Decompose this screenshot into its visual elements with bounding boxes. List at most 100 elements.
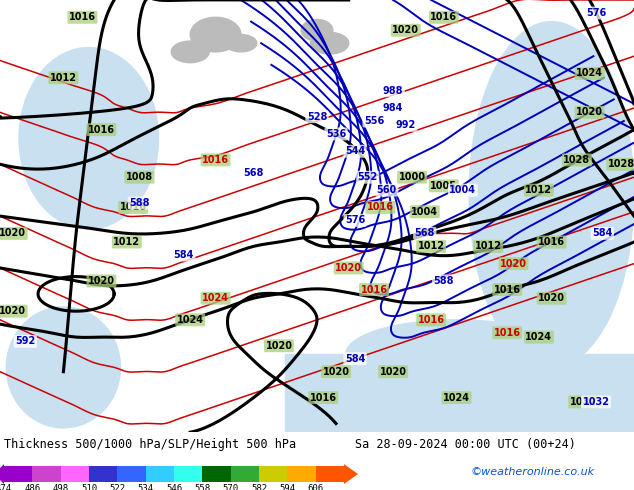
- Text: 988: 988: [383, 86, 403, 96]
- Ellipse shape: [225, 35, 257, 52]
- Text: 522: 522: [109, 484, 126, 490]
- Ellipse shape: [190, 17, 241, 52]
- Text: 1020: 1020: [335, 263, 362, 273]
- Text: 1016: 1016: [88, 124, 115, 135]
- Text: 1012: 1012: [475, 242, 501, 251]
- Text: 1024: 1024: [177, 315, 204, 325]
- Text: 570: 570: [223, 484, 239, 490]
- Text: 1016: 1016: [367, 202, 394, 213]
- Text: 1012: 1012: [113, 237, 140, 247]
- Text: 1020: 1020: [392, 25, 419, 35]
- Text: 1020: 1020: [576, 107, 603, 118]
- Text: 544: 544: [345, 146, 365, 156]
- Text: 1020: 1020: [538, 293, 565, 303]
- Bar: [287, 466, 316, 482]
- Bar: [117, 466, 146, 482]
- Text: 534: 534: [138, 484, 153, 490]
- Text: 1016: 1016: [120, 202, 146, 213]
- Polygon shape: [0, 464, 4, 484]
- Text: 560: 560: [377, 185, 397, 195]
- Text: 556: 556: [364, 116, 384, 126]
- Ellipse shape: [311, 32, 349, 54]
- Text: 984: 984: [383, 103, 403, 113]
- Text: 558: 558: [194, 484, 210, 490]
- Text: 486: 486: [24, 484, 41, 490]
- Text: 1016: 1016: [418, 315, 444, 325]
- Bar: [316, 466, 344, 482]
- Text: 1004: 1004: [411, 207, 438, 217]
- Text: 1020: 1020: [0, 306, 26, 316]
- Text: 584: 584: [174, 250, 194, 260]
- Polygon shape: [344, 464, 358, 484]
- Text: 1016: 1016: [361, 285, 387, 294]
- Text: 1024: 1024: [202, 293, 229, 303]
- Text: 1020: 1020: [380, 367, 406, 377]
- Text: 536: 536: [326, 129, 346, 139]
- Text: 584: 584: [592, 228, 612, 238]
- Text: 1016: 1016: [494, 328, 521, 338]
- Text: 1020: 1020: [500, 259, 527, 269]
- Text: 1016: 1016: [202, 155, 229, 165]
- Ellipse shape: [19, 48, 158, 229]
- Text: 568: 568: [243, 168, 264, 178]
- Ellipse shape: [6, 307, 120, 428]
- Text: 1012: 1012: [526, 185, 552, 195]
- Text: 1008: 1008: [126, 172, 153, 182]
- Ellipse shape: [469, 22, 634, 368]
- Bar: [285, 354, 634, 432]
- Text: 576: 576: [345, 216, 365, 225]
- Text: 528: 528: [307, 112, 327, 122]
- Text: 1020: 1020: [266, 341, 292, 351]
- Text: 1016: 1016: [430, 12, 457, 22]
- Bar: [61, 466, 89, 482]
- Text: 588: 588: [129, 198, 150, 208]
- Text: 584: 584: [345, 354, 365, 364]
- Bar: [202, 466, 231, 482]
- Bar: [146, 466, 174, 482]
- Text: 1012: 1012: [50, 73, 77, 83]
- Text: 546: 546: [166, 484, 182, 490]
- Text: 1000: 1000: [399, 172, 425, 182]
- Text: 588: 588: [434, 276, 454, 286]
- Text: 606: 606: [307, 484, 324, 490]
- Text: 498: 498: [53, 484, 68, 490]
- Bar: [4, 466, 32, 482]
- Text: 1032: 1032: [583, 397, 609, 407]
- Text: 1024: 1024: [576, 69, 603, 78]
- Text: 1020: 1020: [88, 276, 115, 286]
- Text: 582: 582: [251, 484, 267, 490]
- Text: 1016: 1016: [538, 237, 565, 247]
- Text: 1020: 1020: [0, 228, 26, 238]
- Text: 1012: 1012: [418, 242, 444, 251]
- Text: 1016: 1016: [69, 12, 96, 22]
- Bar: [231, 466, 259, 482]
- Text: 576: 576: [586, 8, 606, 18]
- Text: 1028: 1028: [608, 159, 634, 169]
- Text: 594: 594: [279, 484, 295, 490]
- Ellipse shape: [171, 41, 209, 63]
- Ellipse shape: [301, 20, 333, 41]
- Text: 1016: 1016: [310, 392, 337, 403]
- Text: 592: 592: [15, 337, 36, 346]
- Text: 1005: 1005: [430, 181, 457, 191]
- Text: 474: 474: [0, 484, 12, 490]
- Bar: [89, 466, 117, 482]
- Ellipse shape: [346, 320, 567, 389]
- Text: 1028: 1028: [564, 155, 590, 165]
- Text: 1032: 1032: [570, 397, 597, 407]
- Text: 1016: 1016: [494, 285, 521, 294]
- Text: 552: 552: [358, 172, 378, 182]
- Text: 1024: 1024: [526, 332, 552, 342]
- Text: 510: 510: [81, 484, 97, 490]
- Bar: [259, 466, 287, 482]
- Bar: [32, 466, 61, 482]
- Text: Thickness 500/1000 hPa/SLP/Height 500 hPa: Thickness 500/1000 hPa/SLP/Height 500 hP…: [4, 438, 296, 451]
- Text: 568: 568: [415, 228, 435, 238]
- Bar: [174, 466, 202, 482]
- Text: 1004: 1004: [450, 185, 476, 195]
- Text: Sa 28-09-2024 00:00 UTC (00+24): Sa 28-09-2024 00:00 UTC (00+24): [355, 438, 576, 451]
- Text: ©weatheronline.co.uk: ©weatheronline.co.uk: [470, 467, 594, 477]
- Text: 992: 992: [396, 121, 416, 130]
- Text: 1024: 1024: [443, 392, 470, 403]
- Text: 1020: 1020: [323, 367, 349, 377]
